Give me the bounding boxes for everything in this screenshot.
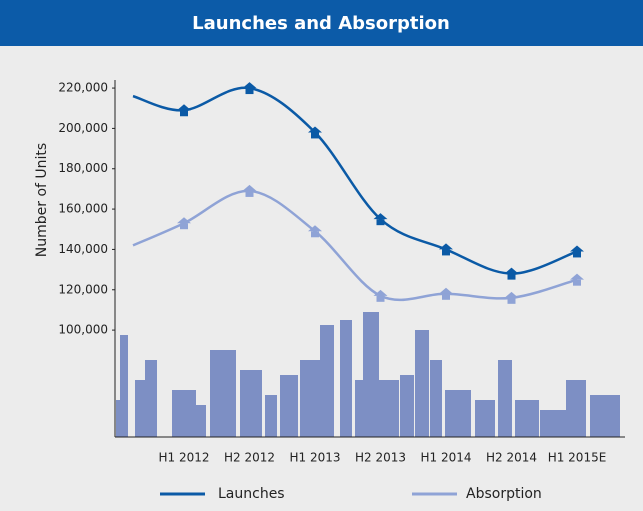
house-marker xyxy=(439,243,453,256)
line xyxy=(132,189,578,302)
x-tick-label: H2 2013 xyxy=(355,451,406,465)
house-marker xyxy=(242,82,257,95)
skyline xyxy=(116,312,620,437)
house-marker xyxy=(570,245,584,258)
house-marker xyxy=(177,104,191,117)
x-tick-label: H1 2012 xyxy=(158,451,209,465)
legend-label: Launches xyxy=(218,486,285,502)
y-tick-label: 220,000 xyxy=(58,81,108,95)
house-marker xyxy=(504,291,519,304)
house-marker xyxy=(242,184,257,197)
title-bar xyxy=(0,0,643,46)
legend-label: Absorption xyxy=(466,486,542,502)
house-marker xyxy=(308,225,322,238)
x-tick-label: H2 2012 xyxy=(224,451,275,465)
house-marker xyxy=(373,289,388,302)
y-tick-label: 180,000 xyxy=(58,161,108,175)
line xyxy=(132,86,578,275)
x-tick-label: H1 2014 xyxy=(420,451,471,465)
y-axis-label: Number of Units xyxy=(34,143,50,257)
y-tick-label: 120,000 xyxy=(58,282,108,296)
chart-title: Launches and Absorption xyxy=(192,13,450,34)
y-tick-label: 200,000 xyxy=(58,121,108,135)
house-marker xyxy=(308,126,322,139)
y-tick-label: 100,000 xyxy=(58,323,108,337)
x-tick-label: H1 2013 xyxy=(289,451,340,465)
house-marker xyxy=(504,267,519,280)
house-marker xyxy=(177,217,191,230)
house-marker xyxy=(570,273,584,286)
x-tick-label: H1 2015E xyxy=(548,451,607,465)
y-tick-label: 140,000 xyxy=(58,242,108,256)
house-marker xyxy=(439,287,453,300)
x-tick-label: H2 2014 xyxy=(486,451,537,465)
y-tick-label: 160,000 xyxy=(58,202,108,216)
house-marker xyxy=(373,213,388,226)
